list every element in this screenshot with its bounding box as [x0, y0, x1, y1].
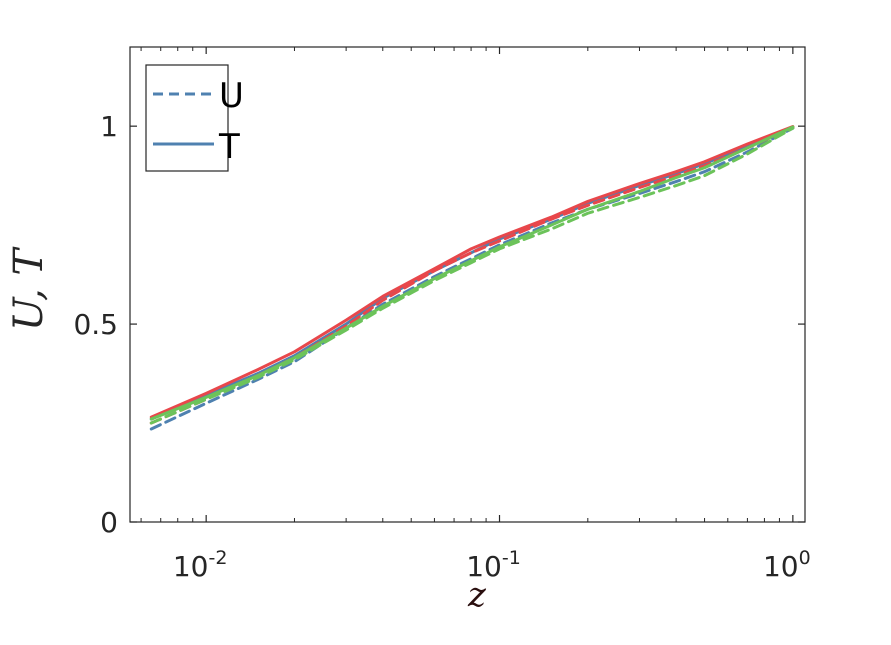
x-axis-label: z: [467, 575, 487, 615]
series-line-u-4: [149, 126, 795, 425]
y-tick-label: 1: [100, 110, 118, 143]
x-tick-label: 10-1: [466, 547, 521, 583]
series-line-t-3: [149, 125, 795, 419]
plot-series-layer: [149, 125, 795, 431]
legend-box: [145, 64, 229, 172]
y-axis-label: U, T: [6, 246, 52, 331]
y-tick-label: 0.5: [73, 308, 118, 341]
plot-frame: [129, 46, 806, 523]
x-tick-label: 10-2: [173, 547, 228, 583]
legend-label-t: T: [218, 127, 240, 167]
series-line-u-0: [149, 126, 795, 431]
legend-label-u: U: [219, 76, 244, 116]
y-tick-label: 0: [100, 506, 118, 539]
tick-layer: [130, 47, 805, 523]
x-tick-label: 100: [763, 547, 811, 583]
tick-label-layer: 0 0.5 1 10-2 10-1 100: [73, 110, 810, 583]
series-line-t-5: [149, 125, 795, 421]
legend: U T: [145, 64, 244, 172]
